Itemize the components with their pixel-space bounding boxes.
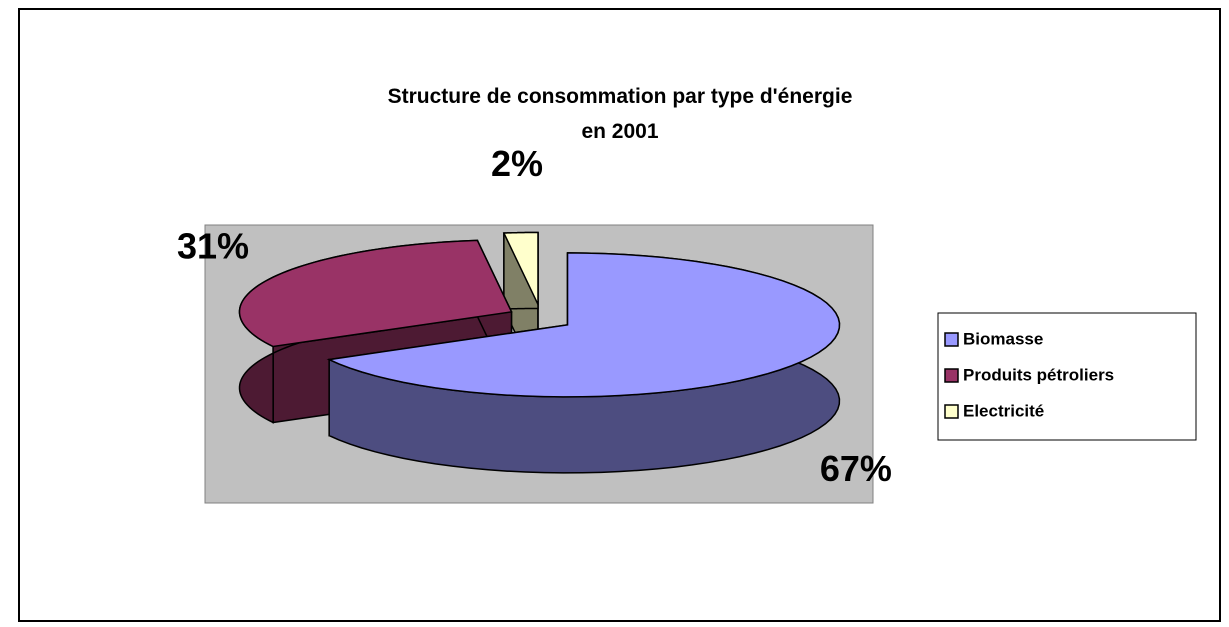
legend-swatch	[944, 368, 959, 383]
legend-swatch	[944, 404, 959, 419]
legend-swatch	[944, 332, 959, 347]
data-label: 67%	[820, 448, 892, 489]
legend	[937, 312, 1197, 441]
data-label: 2%	[491, 143, 543, 184]
legend-label: Electricité	[963, 401, 1044, 420]
chart-title: en 2001	[581, 120, 658, 143]
data-label: 31%	[177, 226, 249, 267]
slice-top	[502, 231, 539, 305]
chart-title: Structure de consommation par type d'éne…	[388, 85, 853, 108]
slice-top	[326, 252, 841, 398]
legend-label: Biomasse	[963, 329, 1043, 348]
legend-label: Produits pétroliers	[963, 365, 1114, 384]
slice-top	[238, 239, 513, 348]
